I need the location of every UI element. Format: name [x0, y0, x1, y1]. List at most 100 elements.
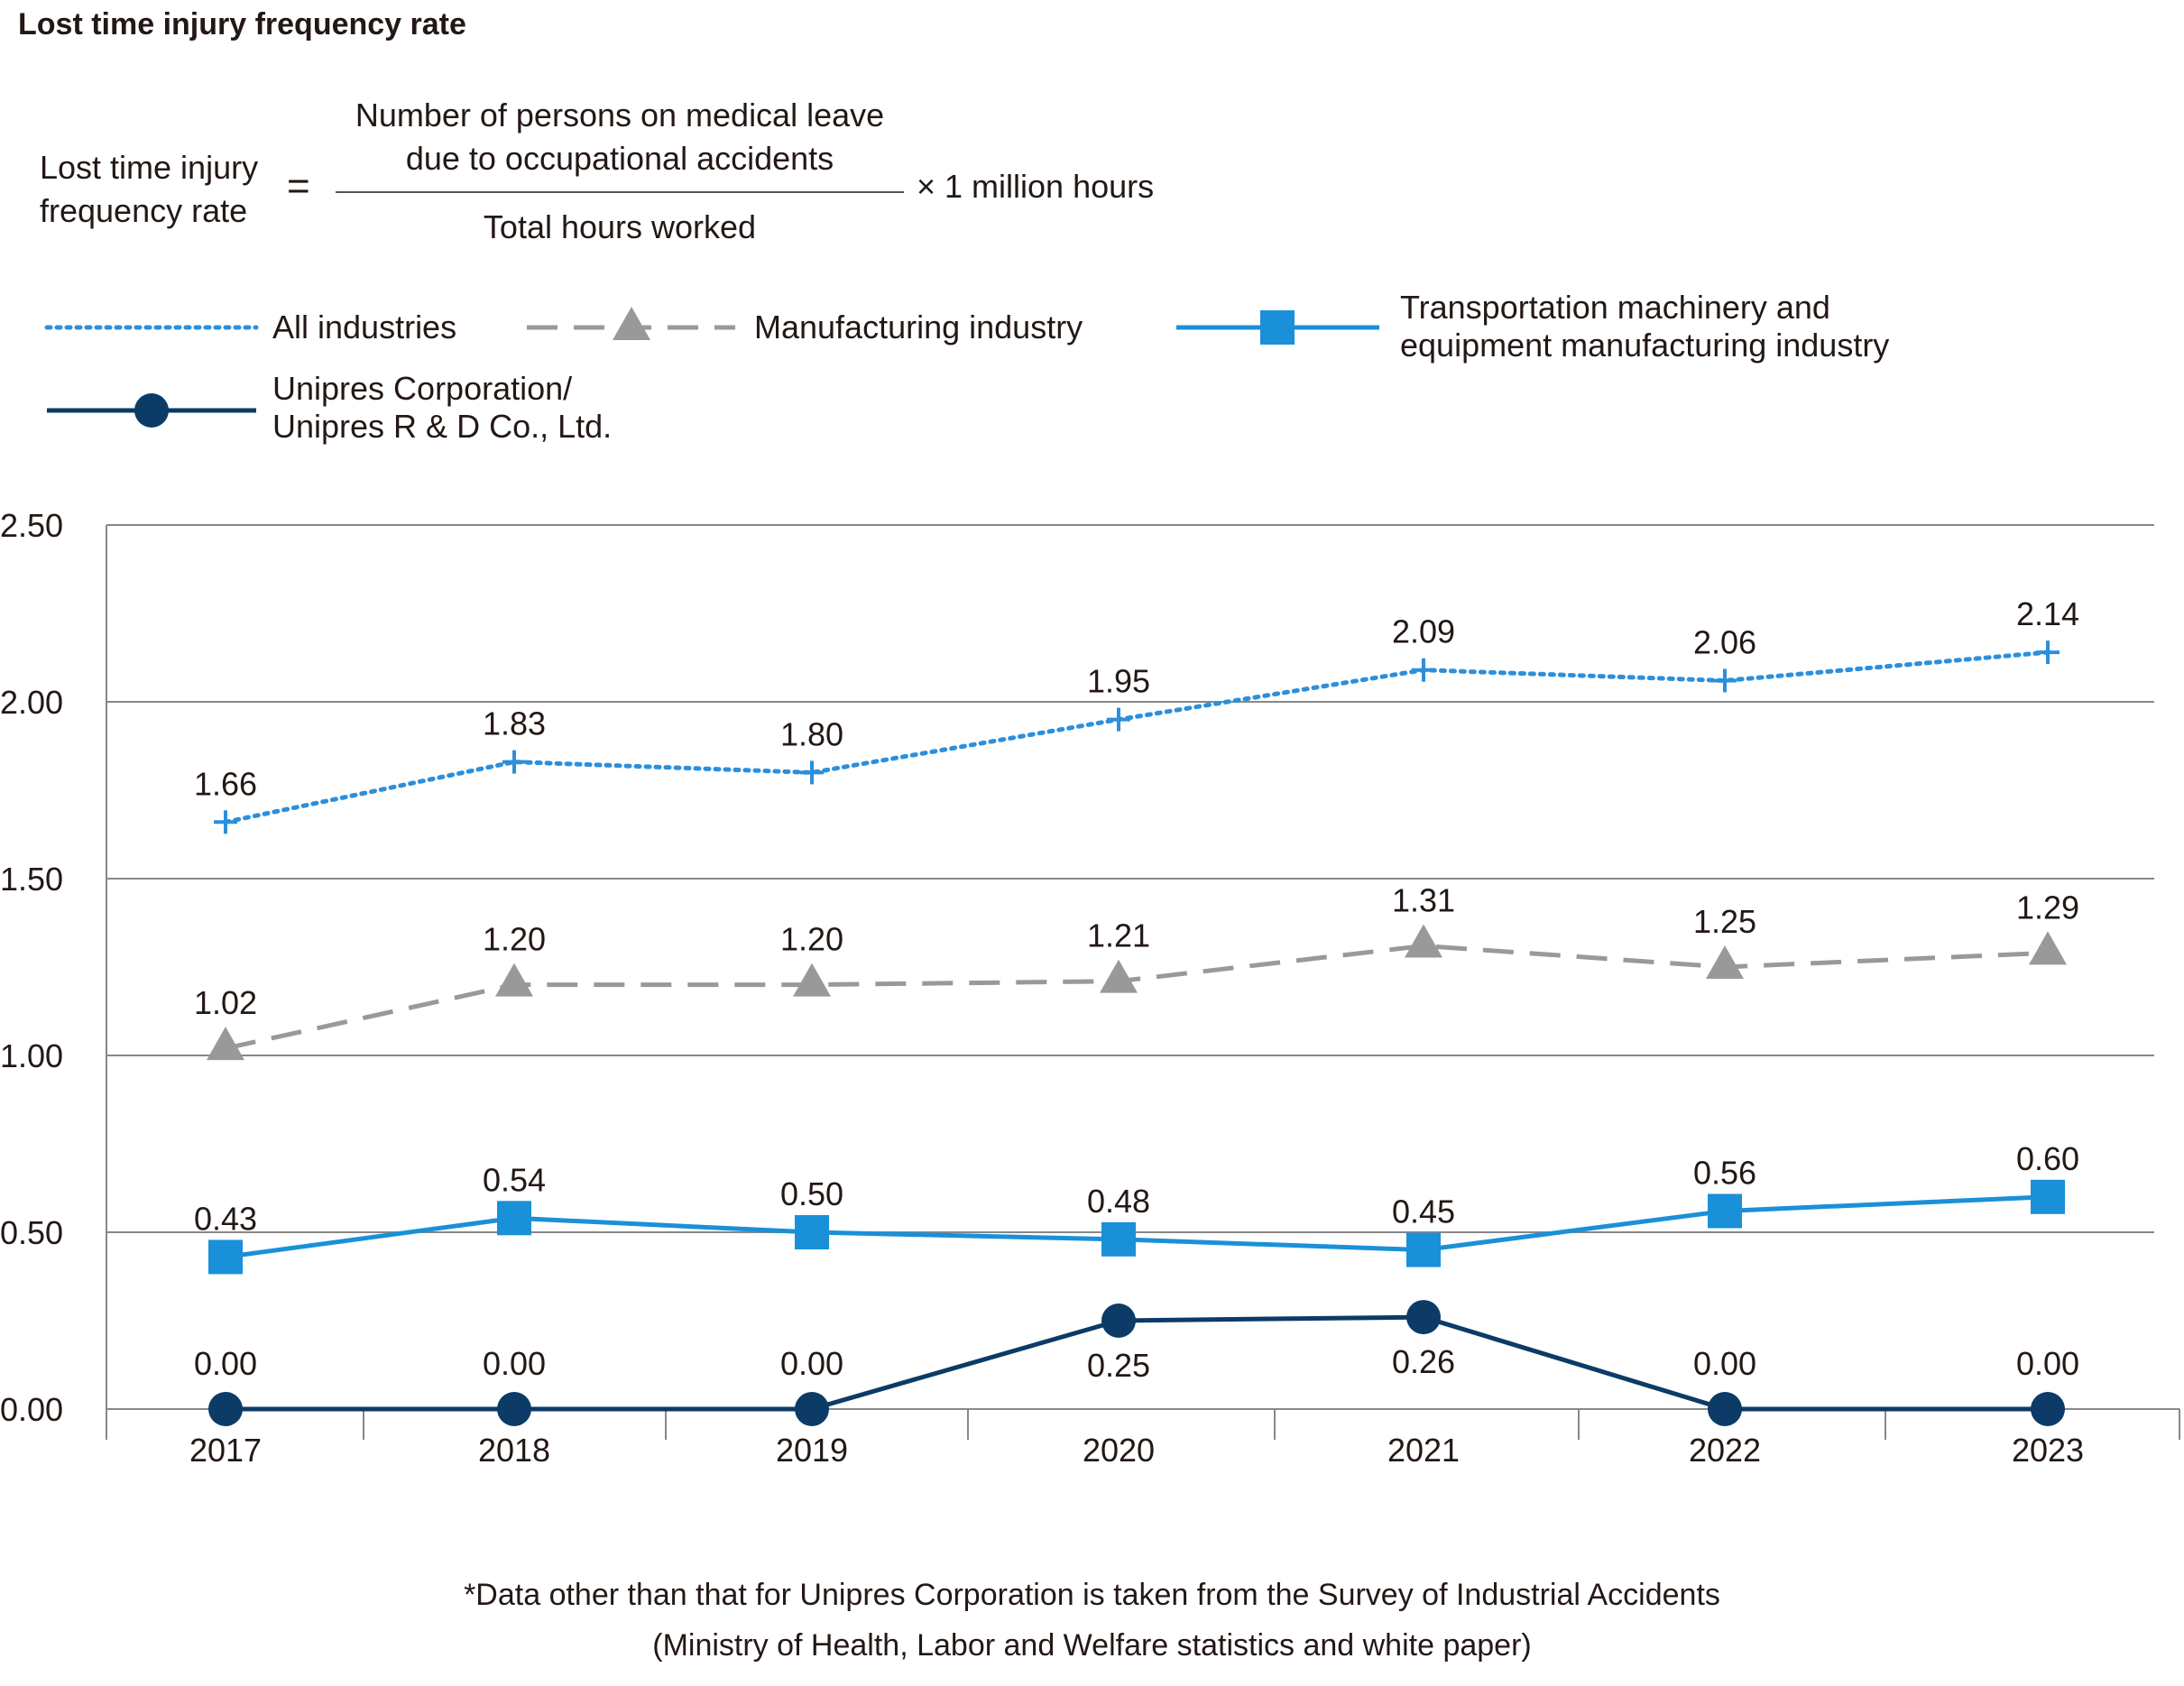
footnote-line1: *Data other than that for Unipres Corpor…: [464, 1578, 1720, 1612]
point-unipres-2020: [1101, 1304, 1136, 1338]
y-tick-label-1: 0.50: [0, 1214, 63, 1251]
formula-numerator: Number of persons on medical leave due t…: [336, 94, 904, 193]
data-label-unipres-2017: 0.00: [194, 1345, 257, 1382]
legend-unipres-label: Unipres Corporation/ Unipres R & D Co., …: [272, 370, 612, 446]
data-label-unipres-2020: 0.25: [1087, 1347, 1150, 1384]
footnote: *Data other than that for Unipres Corpor…: [0, 1570, 2184, 1671]
point-all-industries-2021: [1412, 658, 1435, 682]
point-unipres-2019: [795, 1392, 829, 1426]
data-label-all-industries-2021: 2.09: [1392, 613, 1455, 650]
data-label-transport-2021: 0.45: [1392, 1193, 1455, 1230]
point-all-industries-2018: [502, 750, 526, 774]
data-label-transport-2018: 0.54: [483, 1161, 546, 1198]
point-manufacturing-2021: [1405, 924, 1442, 958]
point-unipres-2022: [1708, 1392, 1742, 1426]
formula-numerator-line2: due to occupational accidents: [405, 140, 834, 177]
data-label-manufacturing-2021: 1.31: [1392, 881, 1455, 918]
point-unipres-2017: [208, 1392, 243, 1426]
y-tick-label-4: 2.00: [0, 684, 63, 721]
point-manufacturing-2017: [207, 1027, 244, 1061]
point-unipres-2018: [497, 1392, 531, 1426]
point-transport-2019: [795, 1215, 829, 1249]
legend-unipres-line1: Unipres Corporation/: [272, 370, 573, 407]
point-transport-2018: [497, 1201, 531, 1236]
point-manufacturing-2022: [1706, 945, 1744, 979]
data-label-all-industries-2017: 1.66: [194, 765, 257, 802]
data-label-unipres-2021: 0.26: [1392, 1343, 1455, 1380]
data-label-transport-2022: 0.56: [1693, 1154, 1756, 1191]
series-layer: [207, 640, 2067, 1426]
data-label-transport-2020: 0.48: [1087, 1183, 1150, 1220]
x-tick-label-2021: 2021: [1387, 1432, 1460, 1469]
data-label-unipres-2018: 0.00: [483, 1345, 546, 1382]
formula-numerator-line1: Number of persons on medical leave: [355, 97, 885, 134]
point-unipres-2023: [2031, 1392, 2065, 1426]
data-label-transport-2019: 0.50: [780, 1175, 843, 1212]
point-all-industries-2019: [800, 760, 824, 785]
legend-manufacturing-label: Manufacturing industry: [754, 309, 1083, 345]
data-label-all-industries-2018: 1.83: [483, 705, 546, 742]
data-label-manufacturing-2017: 1.02: [194, 984, 257, 1021]
legend-unipres-symbol: [47, 393, 256, 428]
point-transport-2022: [1708, 1193, 1742, 1229]
x-tick-label-2019: 2019: [776, 1432, 848, 1469]
formula-multiplier: × 1 million hours: [917, 168, 1155, 205]
formula-left-line2: frequency rate: [40, 192, 248, 229]
x-tick-label-2020: 2020: [1083, 1432, 1155, 1469]
data-label-all-industries-2022: 2.06: [1693, 623, 1756, 660]
point-all-industries-2020: [1107, 707, 1130, 732]
data-label-manufacturing-2022: 1.25: [1693, 903, 1756, 940]
y-tick-label-2: 1.00: [0, 1037, 63, 1074]
legend-all-industries-label: All industries: [272, 309, 457, 345]
y-tick-label-3: 1.50: [0, 861, 63, 898]
data-label-all-industries-2020: 1.95: [1087, 663, 1150, 700]
point-transport-2021: [1406, 1232, 1441, 1267]
legend-manufacturing-symbol: [527, 307, 735, 340]
legend-transport-line2: equipment manufacturing industry: [1400, 327, 1890, 364]
x-tick-label-2018: 2018: [478, 1432, 550, 1469]
data-label-manufacturing-2020: 1.21: [1087, 917, 1150, 954]
data-labels: 1.66 1.83 1.80 1.95 2.09 2.06 2.14 1.02 1.20 1.20…: [194, 595, 2079, 1384]
x-tick-label-2017: 2017: [189, 1432, 262, 1469]
point-all-industries-2022: [1713, 668, 1737, 693]
series-line-manufacturing: [225, 943, 2049, 1051]
data-label-unipres-2023: 0.00: [2016, 1345, 2079, 1382]
formula-denominator: Total hours worked: [483, 208, 757, 245]
data-label-manufacturing-2019: 1.20: [780, 921, 843, 958]
legend-transport-label: Transportation machinery and equipment m…: [1400, 289, 1889, 364]
legend-unipres-line2: Unipres R & D Co., Ltd.: [272, 408, 613, 445]
data-label-all-industries-2023: 2.14: [2016, 595, 2079, 632]
formula-equals-sign: =: [287, 164, 310, 208]
formula-left-side: Lost time injury frequency rate: [40, 146, 258, 233]
data-label-transport-2023: 0.60: [2016, 1140, 2079, 1177]
point-all-industries-2017: [214, 810, 237, 834]
data-label-all-industries-2019: 1.80: [780, 715, 843, 752]
axes: 0.00 0.50 1.00 1.50 2.00 2.50 2017 2018 2019 2020…: [0, 507, 2180, 1469]
data-label-manufacturing-2023: 1.29: [2016, 889, 2079, 926]
point-manufacturing-2018: [495, 963, 533, 997]
formula-fraction: Number of persons on medical leave due t…: [336, 94, 904, 249]
data-label-transport-2017: 0.43: [194, 1200, 257, 1237]
point-transport-2020: [1101, 1221, 1136, 1257]
point-unipres-2021: [1406, 1300, 1441, 1335]
point-manufacturing-2020: [1100, 959, 1138, 993]
x-tick-label-2023: 2023: [2012, 1432, 2084, 1469]
legend-transport-symbol: [1176, 310, 1379, 345]
y-tick-label-0: 0.00: [0, 1391, 63, 1428]
data-label-unipres-2019: 0.00: [780, 1345, 843, 1382]
data-label-unipres-2022: 0.00: [1693, 1345, 1756, 1382]
data-label-manufacturing-2018: 1.20: [483, 921, 546, 958]
grid-lines: [106, 524, 2154, 1410]
point-transport-2017: [208, 1239, 243, 1275]
chart-title: Lost time injury frequency rate: [18, 7, 466, 41]
formula-left-line1: Lost time injury: [40, 149, 259, 186]
x-tick-label-2022: 2022: [1689, 1432, 1761, 1469]
footnote-line2: (Ministry of Health, Labor and Welfare s…: [652, 1628, 1532, 1663]
y-tick-label-5: 2.50: [0, 507, 63, 544]
point-all-industries-2023: [2036, 640, 2060, 665]
legend-transport-line1: Transportation machinery and: [1400, 289, 1830, 326]
point-manufacturing-2019: [793, 963, 831, 997]
point-transport-2023: [2031, 1179, 2065, 1214]
point-manufacturing-2023: [2029, 931, 2067, 965]
